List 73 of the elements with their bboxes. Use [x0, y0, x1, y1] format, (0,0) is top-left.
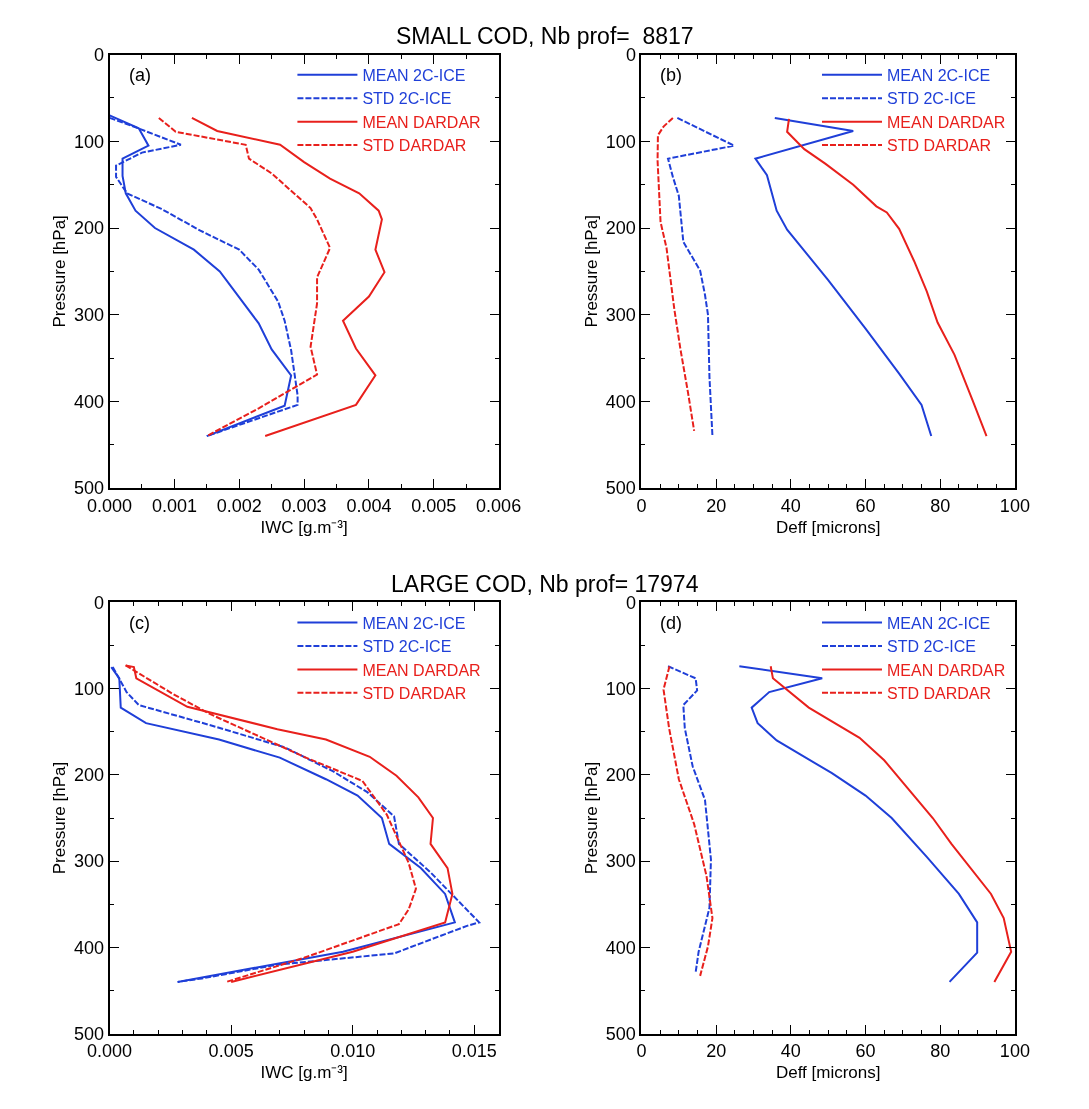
- x-tick-label: 0.005: [411, 495, 457, 516]
- y-axis-title: Pressure [hPa]: [581, 215, 601, 328]
- x-tick-label: 60: [855, 1041, 876, 1062]
- y-tick-label: 300: [605, 851, 636, 872]
- legend-label: STD 2C-ICE: [886, 90, 976, 108]
- y-tick-label: 500: [605, 1023, 636, 1044]
- y-axis-title: Pressure [hPa]: [49, 215, 69, 328]
- x-tick-label: 60: [855, 495, 876, 516]
- x-axis-title: Deff [microns]: [775, 517, 881, 537]
- x-axis-title: IWC [g.m⁻³]: [260, 1063, 348, 1083]
- x-tick-label: 0.005: [208, 1041, 254, 1062]
- y-tick-label: 100: [73, 678, 104, 699]
- legend-label: MEAN 2C-ICE: [886, 67, 991, 85]
- y-tick-label: 200: [73, 765, 104, 786]
- annotation: (c): [129, 613, 150, 633]
- y-tick-label: 400: [73, 937, 104, 958]
- x-tick-label: 0.000: [87, 1041, 133, 1062]
- y-tick-label: 500: [605, 478, 636, 499]
- legend-label: MEAN DARDAR: [886, 661, 1006, 679]
- y-tick-label: 500: [73, 1023, 104, 1044]
- legend-label: MEAN DARDAR: [362, 661, 481, 679]
- y-tick-label: 200: [73, 218, 104, 239]
- annotation: (d): [660, 613, 682, 633]
- line-series: [157, 116, 332, 438]
- x-tick-label: 0.006: [476, 495, 522, 516]
- x-tick-label: 20: [706, 1041, 727, 1062]
- legend-label: STD DARDAR: [886, 137, 992, 155]
- y-tick-label: 300: [605, 305, 636, 325]
- y-tick-label: 400: [605, 391, 636, 412]
- annotation: (a): [129, 65, 151, 85]
- y-tick-label: 100: [605, 678, 636, 699]
- x-tick-label: 0.010: [330, 1041, 376, 1062]
- x-tick-label: 0.015: [451, 1041, 497, 1062]
- legend-label: STD DARDAR: [886, 685, 992, 703]
- y-axis-title: Pressure [hPa]: [49, 761, 69, 875]
- x-tick-label: 20: [706, 495, 727, 516]
- line-series: [667, 116, 736, 438]
- legend-label: STD 2C-ICE: [362, 638, 452, 656]
- x-tick-label: 80: [930, 495, 951, 516]
- line-series: [656, 116, 696, 432]
- x-tick-label: 0.003: [281, 495, 327, 516]
- x-tick-label: 40: [780, 495, 801, 516]
- y-tick-label: 0: [93, 44, 104, 65]
- annotation: (b): [660, 65, 682, 85]
- y-tick-label: 200: [605, 218, 636, 239]
- x-axis-title: Deff [microns]: [775, 1063, 881, 1083]
- x-tick-label: 80: [930, 1041, 951, 1062]
- legend-label: STD DARDAR: [362, 685, 467, 703]
- line-series: [769, 665, 1013, 983]
- y-tick-label: 300: [73, 851, 104, 872]
- x-tick-label: 0.004: [346, 495, 392, 516]
- x-tick-label: 0.001: [151, 495, 197, 516]
- y-tick-label: 400: [73, 391, 104, 412]
- x-tick-label: 40: [780, 1041, 801, 1062]
- y-tick-label: 200: [605, 765, 636, 786]
- legend-label: STD DARDAR: [362, 137, 467, 155]
- legend-label: MEAN DARDAR: [362, 113, 481, 131]
- y-axis-title: Pressure [hPa]: [581, 761, 601, 875]
- x-axis-title: IWC [g.m⁻³]: [260, 517, 348, 537]
- legend-label: STD 2C-ICE: [886, 638, 976, 656]
- y-tick-label: 300: [73, 305, 104, 325]
- x-tick-label: 0.002: [216, 495, 262, 516]
- y-tick-label: 400: [605, 937, 636, 958]
- y-tick-label: 0: [93, 592, 104, 613]
- y-tick-label: 100: [605, 131, 636, 152]
- x-tick-label: 100: [999, 495, 1030, 516]
- legend-label: MEAN 2C-ICE: [362, 67, 466, 85]
- legend-label: MEAN 2C-ICE: [362, 614, 466, 632]
- y-tick-label: 100: [73, 131, 104, 152]
- legend-label: MEAN DARDAR: [886, 113, 1006, 131]
- legend-label: STD 2C-ICE: [362, 90, 452, 108]
- x-tick-label: 100: [999, 1041, 1030, 1062]
- legend-label: MEAN 2C-ICE: [886, 614, 991, 632]
